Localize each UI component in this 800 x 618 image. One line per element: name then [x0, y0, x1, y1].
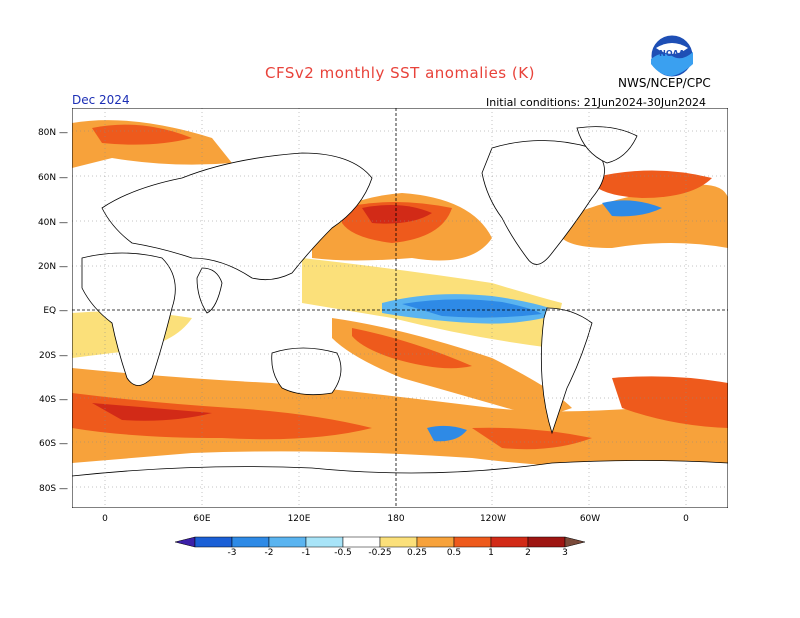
initial-conditions: Initial conditions: 21Jun2024-30Jun2024: [486, 96, 707, 109]
lon-label: 180: [387, 514, 405, 524]
colorbar-segment: [342, 536, 381, 548]
lon-label: 120E: [287, 514, 311, 524]
lat-label: 80N —: [37, 128, 68, 138]
colorbar-segment: [305, 536, 344, 548]
forecast-month: Dec 2024: [72, 93, 130, 107]
colorbar-min-arrow: [175, 536, 196, 548]
colorbar-label: 1: [488, 548, 494, 558]
colorbar-label: 3: [562, 548, 568, 558]
colorbar-label: -3: [227, 548, 237, 558]
lat-label: 40S —: [38, 395, 68, 405]
agency-label: NWS/NCEP/CPC: [618, 76, 711, 90]
lon-label: 60W: [579, 514, 601, 524]
lon-label: 0: [683, 514, 689, 524]
colorbar-label: 2: [525, 548, 531, 558]
lat-label: EQ —: [43, 306, 68, 316]
colorbar-label: -2: [264, 548, 274, 558]
colorbar-segment: [268, 536, 307, 548]
colorbar-label: 0.5: [446, 548, 462, 558]
colorbar: [175, 536, 586, 548]
lat-label: 40N —: [37, 218, 68, 228]
colorbar-segment: [194, 536, 233, 548]
lat-label: 80S —: [38, 484, 68, 494]
colorbar-label: -1: [301, 548, 311, 558]
lon-label: 60E: [193, 514, 211, 524]
colorbar-segment: [527, 536, 566, 548]
svg-text:NOAA: NOAA: [659, 49, 685, 58]
sst-anomaly-map: [72, 108, 728, 508]
anomaly-shading: [72, 120, 728, 470]
equator-dateline: [72, 108, 728, 508]
colorbar-segment: [416, 536, 455, 548]
lat-label: 20N —: [37, 262, 68, 272]
colorbar-label: -0.5: [334, 548, 352, 558]
colorbar-segment: [453, 536, 492, 548]
colorbar-segment: [231, 536, 270, 548]
lat-label: 60S —: [38, 439, 68, 449]
lon-label: 120W: [479, 514, 507, 524]
map-title: CFSv2 monthly SST anomalies (K): [265, 64, 535, 82]
noaa-logo-icon: NOAA: [650, 34, 694, 78]
gridlines: [72, 108, 728, 508]
lon-label: 0: [102, 514, 108, 524]
continent-outlines: [72, 126, 728, 508]
colorbar-label: -0.25: [368, 548, 392, 558]
colorbar-segment: [379, 536, 418, 548]
lat-label: 60N —: [37, 173, 68, 183]
colorbar-max-arrow: [564, 536, 586, 548]
colorbar-segment: [490, 536, 529, 548]
lat-label: 20S —: [38, 351, 68, 361]
colorbar-label: 0.25: [406, 548, 428, 558]
